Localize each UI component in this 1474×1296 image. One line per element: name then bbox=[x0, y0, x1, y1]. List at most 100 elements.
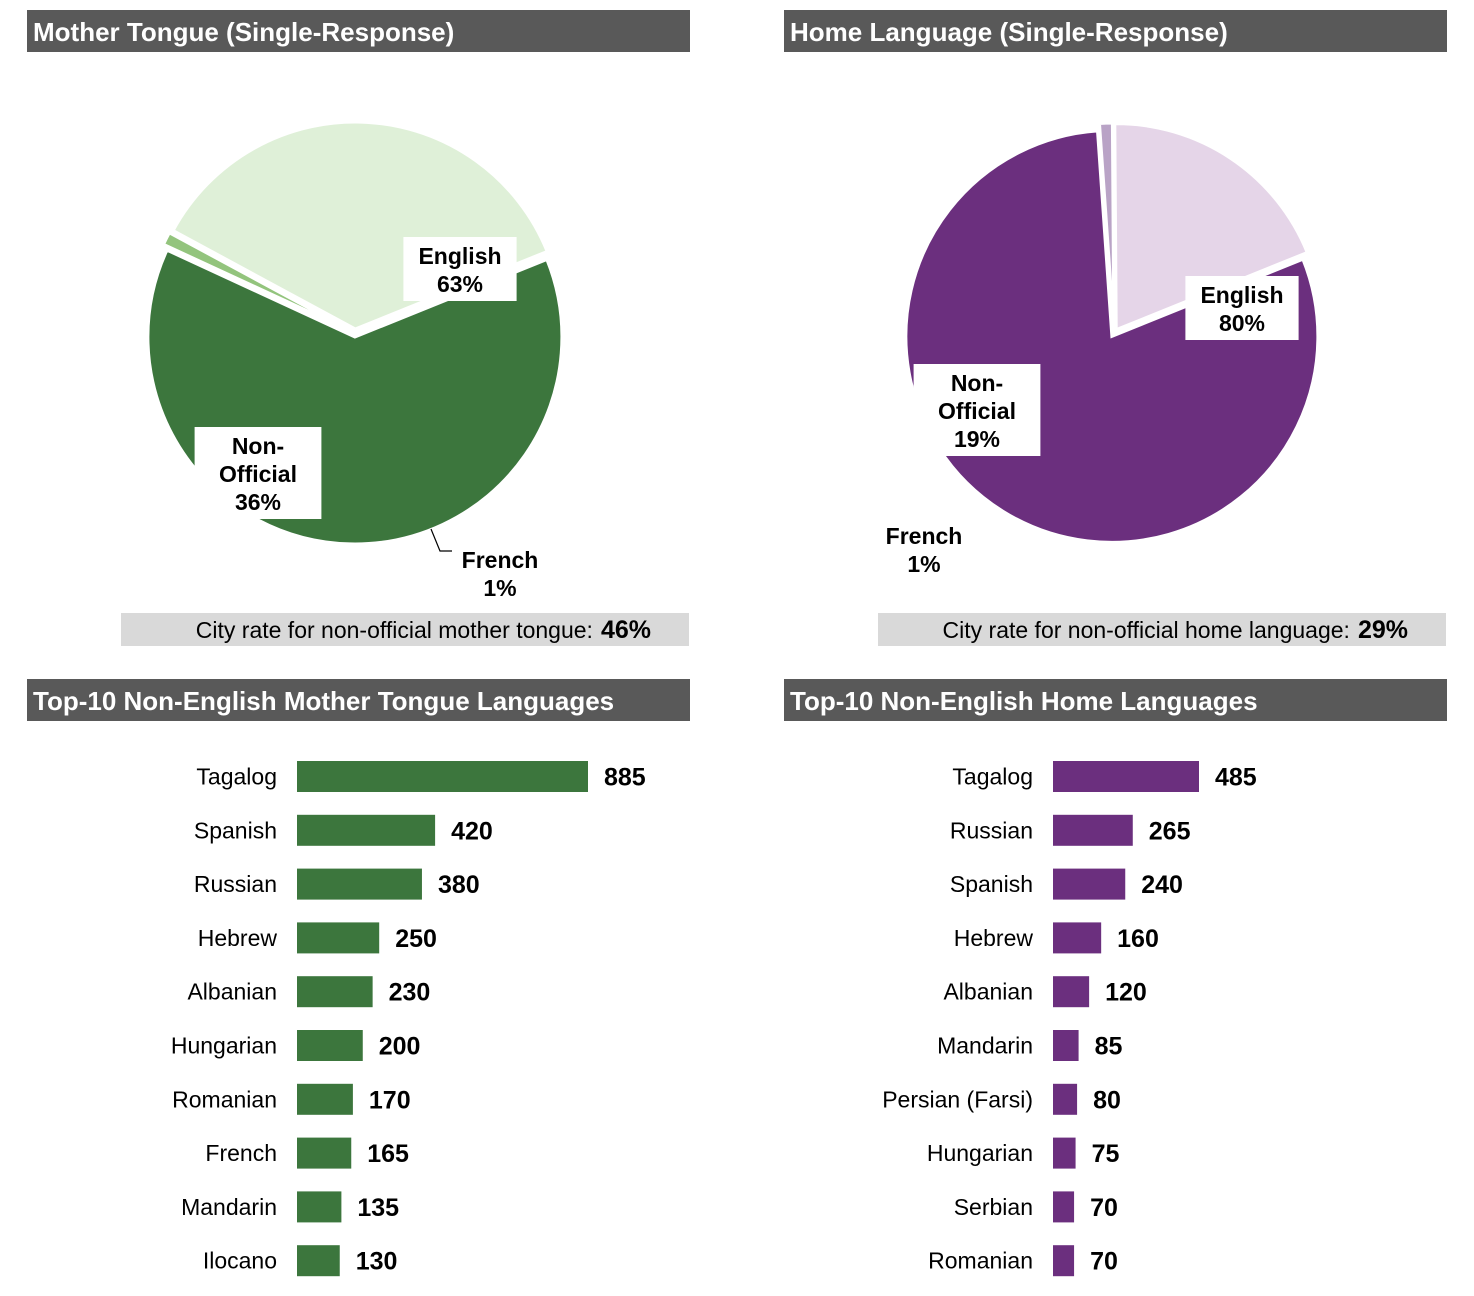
mother-tongue-city-rate-value: 46% bbox=[600, 616, 651, 644]
mother-tongue-bar-value-ilocano: 130 bbox=[356, 1248, 398, 1276]
home-language-bar-value-persian-farsi: 80 bbox=[1093, 1086, 1121, 1114]
mother-tongue-bar-category-ilocano: Ilocano bbox=[203, 1248, 277, 1274]
home-language-pie-label-text: 19% bbox=[954, 426, 1000, 452]
mother-tongue-city-rate-label: City rate for non-official mother tongue… bbox=[195, 617, 593, 643]
home-language-bar-value-mandarin: 85 bbox=[1095, 1033, 1123, 1061]
mother-tongue-bar-value-hungarian: 200 bbox=[379, 1033, 421, 1061]
home-language-city-rate-value: 29% bbox=[1357, 616, 1408, 644]
home-language-bar-russian bbox=[1053, 814, 1133, 846]
mother-tongue-bar-hebrew bbox=[297, 922, 380, 954]
home-language-pie-label-text: 1% bbox=[907, 551, 940, 577]
home-language-bar-category-spanish: Spanish bbox=[950, 871, 1033, 897]
home-language-bar-value-hungarian: 75 bbox=[1092, 1140, 1120, 1168]
mother-tongue-pie-label-text: Official bbox=[219, 461, 297, 487]
home-language-pie-title: Home Language (Single-Response) bbox=[784, 10, 1447, 52]
home-language-bar-serbian bbox=[1053, 1191, 1075, 1223]
home-language-pie-slice-french bbox=[1097, 121, 1116, 330]
home-language-pie-label-text: Non- bbox=[951, 370, 1003, 396]
mother-tongue-bar-value-spanish: 420 bbox=[451, 817, 493, 845]
mother-tongue-bar-value-hebrew: 250 bbox=[395, 925, 437, 953]
mother-tongue-bar-category-albanian: Albanian bbox=[187, 979, 277, 1005]
home-language-bar-romanian bbox=[1053, 1245, 1075, 1277]
mother-tongue-pie-title: Mother Tongue (Single-Response) bbox=[27, 10, 690, 52]
home-language-bar-persian-farsi bbox=[1053, 1083, 1078, 1115]
home-language-bar-category-tagalog: Tagalog bbox=[952, 764, 1033, 790]
home-language-bar-value-serbian: 70 bbox=[1090, 1194, 1118, 1222]
home-language-bar-category-serbian: Serbian bbox=[954, 1194, 1033, 1220]
home-language-pie-label-text: Official bbox=[938, 398, 1016, 424]
home-language-pie-label-box-non bbox=[913, 364, 1041, 456]
home-language-bar-mandarin bbox=[1053, 1030, 1079, 1061]
home-language-bar-value-albanian: 120 bbox=[1105, 979, 1147, 1007]
mother-tongue-pie-label-text: French bbox=[462, 547, 539, 573]
mother-tongue-bar-category-hebrew: Hebrew bbox=[198, 925, 278, 951]
mother-tongue-bar-russian bbox=[297, 868, 422, 900]
mother-tongue-pie-slice-french bbox=[161, 230, 353, 333]
home-language-bar-category-mandarin: Mandarin bbox=[937, 1033, 1033, 1059]
mother-tongue-bar-value-albanian: 230 bbox=[389, 979, 431, 1007]
home-language-bar-value-romanian: 70 bbox=[1090, 1248, 1118, 1276]
mother-tongue-bar-value-french: 165 bbox=[367, 1140, 409, 1168]
home-language-bar-category-albanian: Albanian bbox=[943, 979, 1033, 1005]
mother-tongue-bar-spanish bbox=[297, 814, 436, 846]
home-language-bar-category-romanian: Romanian bbox=[928, 1248, 1033, 1274]
mother-tongue-pie-panel: Mother Tongue (Single-Response) English 6… bbox=[27, 10, 690, 646]
mother-tongue-bar-hungarian bbox=[297, 1030, 363, 1061]
home-language-bar-tagalog bbox=[1053, 761, 1199, 792]
mother-tongue-bar-value-russian: 380 bbox=[438, 871, 480, 899]
mother-tongue-bar-category-hungarian: Hungarian bbox=[171, 1033, 277, 1059]
mother-tongue-pie-leader-french bbox=[430, 528, 452, 552]
home-language-city-rate-label: City rate for non-official home language… bbox=[942, 617, 1350, 643]
mother-tongue-bar-albanian bbox=[297, 976, 373, 1008]
home-language-pie-label-text: English bbox=[1200, 282, 1283, 308]
mother-tongue-bar-value-tagalog: 885 bbox=[604, 764, 646, 792]
mother-tongue-bar-title: Top-10 Non-English Mother Tongue Languag… bbox=[27, 679, 690, 721]
home-language-pie-label-box-english bbox=[1185, 276, 1299, 340]
home-language-bar-value-russian: 265 bbox=[1149, 817, 1191, 845]
mother-tongue-bar-category-mandarin: Mandarin bbox=[181, 1194, 277, 1220]
home-language-bar-hebrew bbox=[1053, 922, 1102, 954]
mother-tongue-bar-mandarin bbox=[297, 1191, 342, 1223]
mother-tongue-bar-category-romanian: Romanian bbox=[172, 1086, 277, 1112]
home-language-pie-label-text: French bbox=[886, 523, 963, 549]
home-language-bar-category-hebrew: Hebrew bbox=[954, 925, 1034, 951]
home-language-pie-panel: Home Language (Single-Response) English 8… bbox=[784, 10, 1447, 646]
home-language-bar-category-russian: Russian bbox=[950, 817, 1033, 843]
home-language-bar-spanish bbox=[1053, 868, 1126, 900]
home-language-bar-hungarian bbox=[1053, 1137, 1076, 1169]
home-language-bar-chart: Tagalog 485 Russian 265 Spanish 240 Hebrew 160 A… bbox=[882, 761, 1257, 1277]
home-language-city-rate: City rate for non-official home language… bbox=[878, 613, 1446, 646]
home-language-pie-label-text: 80% bbox=[1219, 310, 1265, 336]
mother-tongue-bar-category-french: French bbox=[205, 1140, 277, 1166]
mother-tongue-bar-category-spanish: Spanish bbox=[194, 817, 277, 843]
mother-tongue-bar-panel: Top-10 Non-English Mother Tongue Languag… bbox=[27, 679, 690, 1277]
mother-tongue-bar-value-romanian: 170 bbox=[369, 1086, 411, 1114]
mother-tongue-bar-romanian bbox=[297, 1083, 353, 1115]
mother-tongue-bar-french bbox=[297, 1137, 352, 1169]
mother-tongue-pie-label-box-non bbox=[194, 427, 322, 519]
mother-tongue-pie-label-text: 36% bbox=[235, 489, 281, 515]
mother-tongue-pie-label-text: Non- bbox=[232, 433, 284, 459]
home-language-bar-albanian bbox=[1053, 976, 1090, 1008]
mother-tongue-bar-ilocano bbox=[297, 1245, 340, 1277]
home-language-bar-panel: Top-10 Non-English Home Languages Tagalo… bbox=[784, 679, 1447, 1277]
mother-tongue-bar-category-tagalog: Tagalog bbox=[196, 764, 277, 790]
home-language-bar-value-spanish: 240 bbox=[1141, 871, 1183, 899]
mother-tongue-bar-tagalog bbox=[297, 761, 588, 792]
mother-tongue-pie-label-box-english bbox=[403, 237, 517, 301]
home-language-bar-category-hungarian: Hungarian bbox=[927, 1140, 1033, 1166]
home-language-bar-value-hebrew: 160 bbox=[1117, 925, 1159, 953]
mother-tongue-bar-value-mandarin: 135 bbox=[357, 1194, 399, 1222]
mother-tongue-pie-label-text: 1% bbox=[483, 575, 516, 601]
home-language-bar-value-tagalog: 485 bbox=[1215, 764, 1257, 792]
home-language-pie-slice-non bbox=[1113, 122, 1310, 332]
home-language-bar-title: Top-10 Non-English Home Languages bbox=[784, 679, 1447, 721]
